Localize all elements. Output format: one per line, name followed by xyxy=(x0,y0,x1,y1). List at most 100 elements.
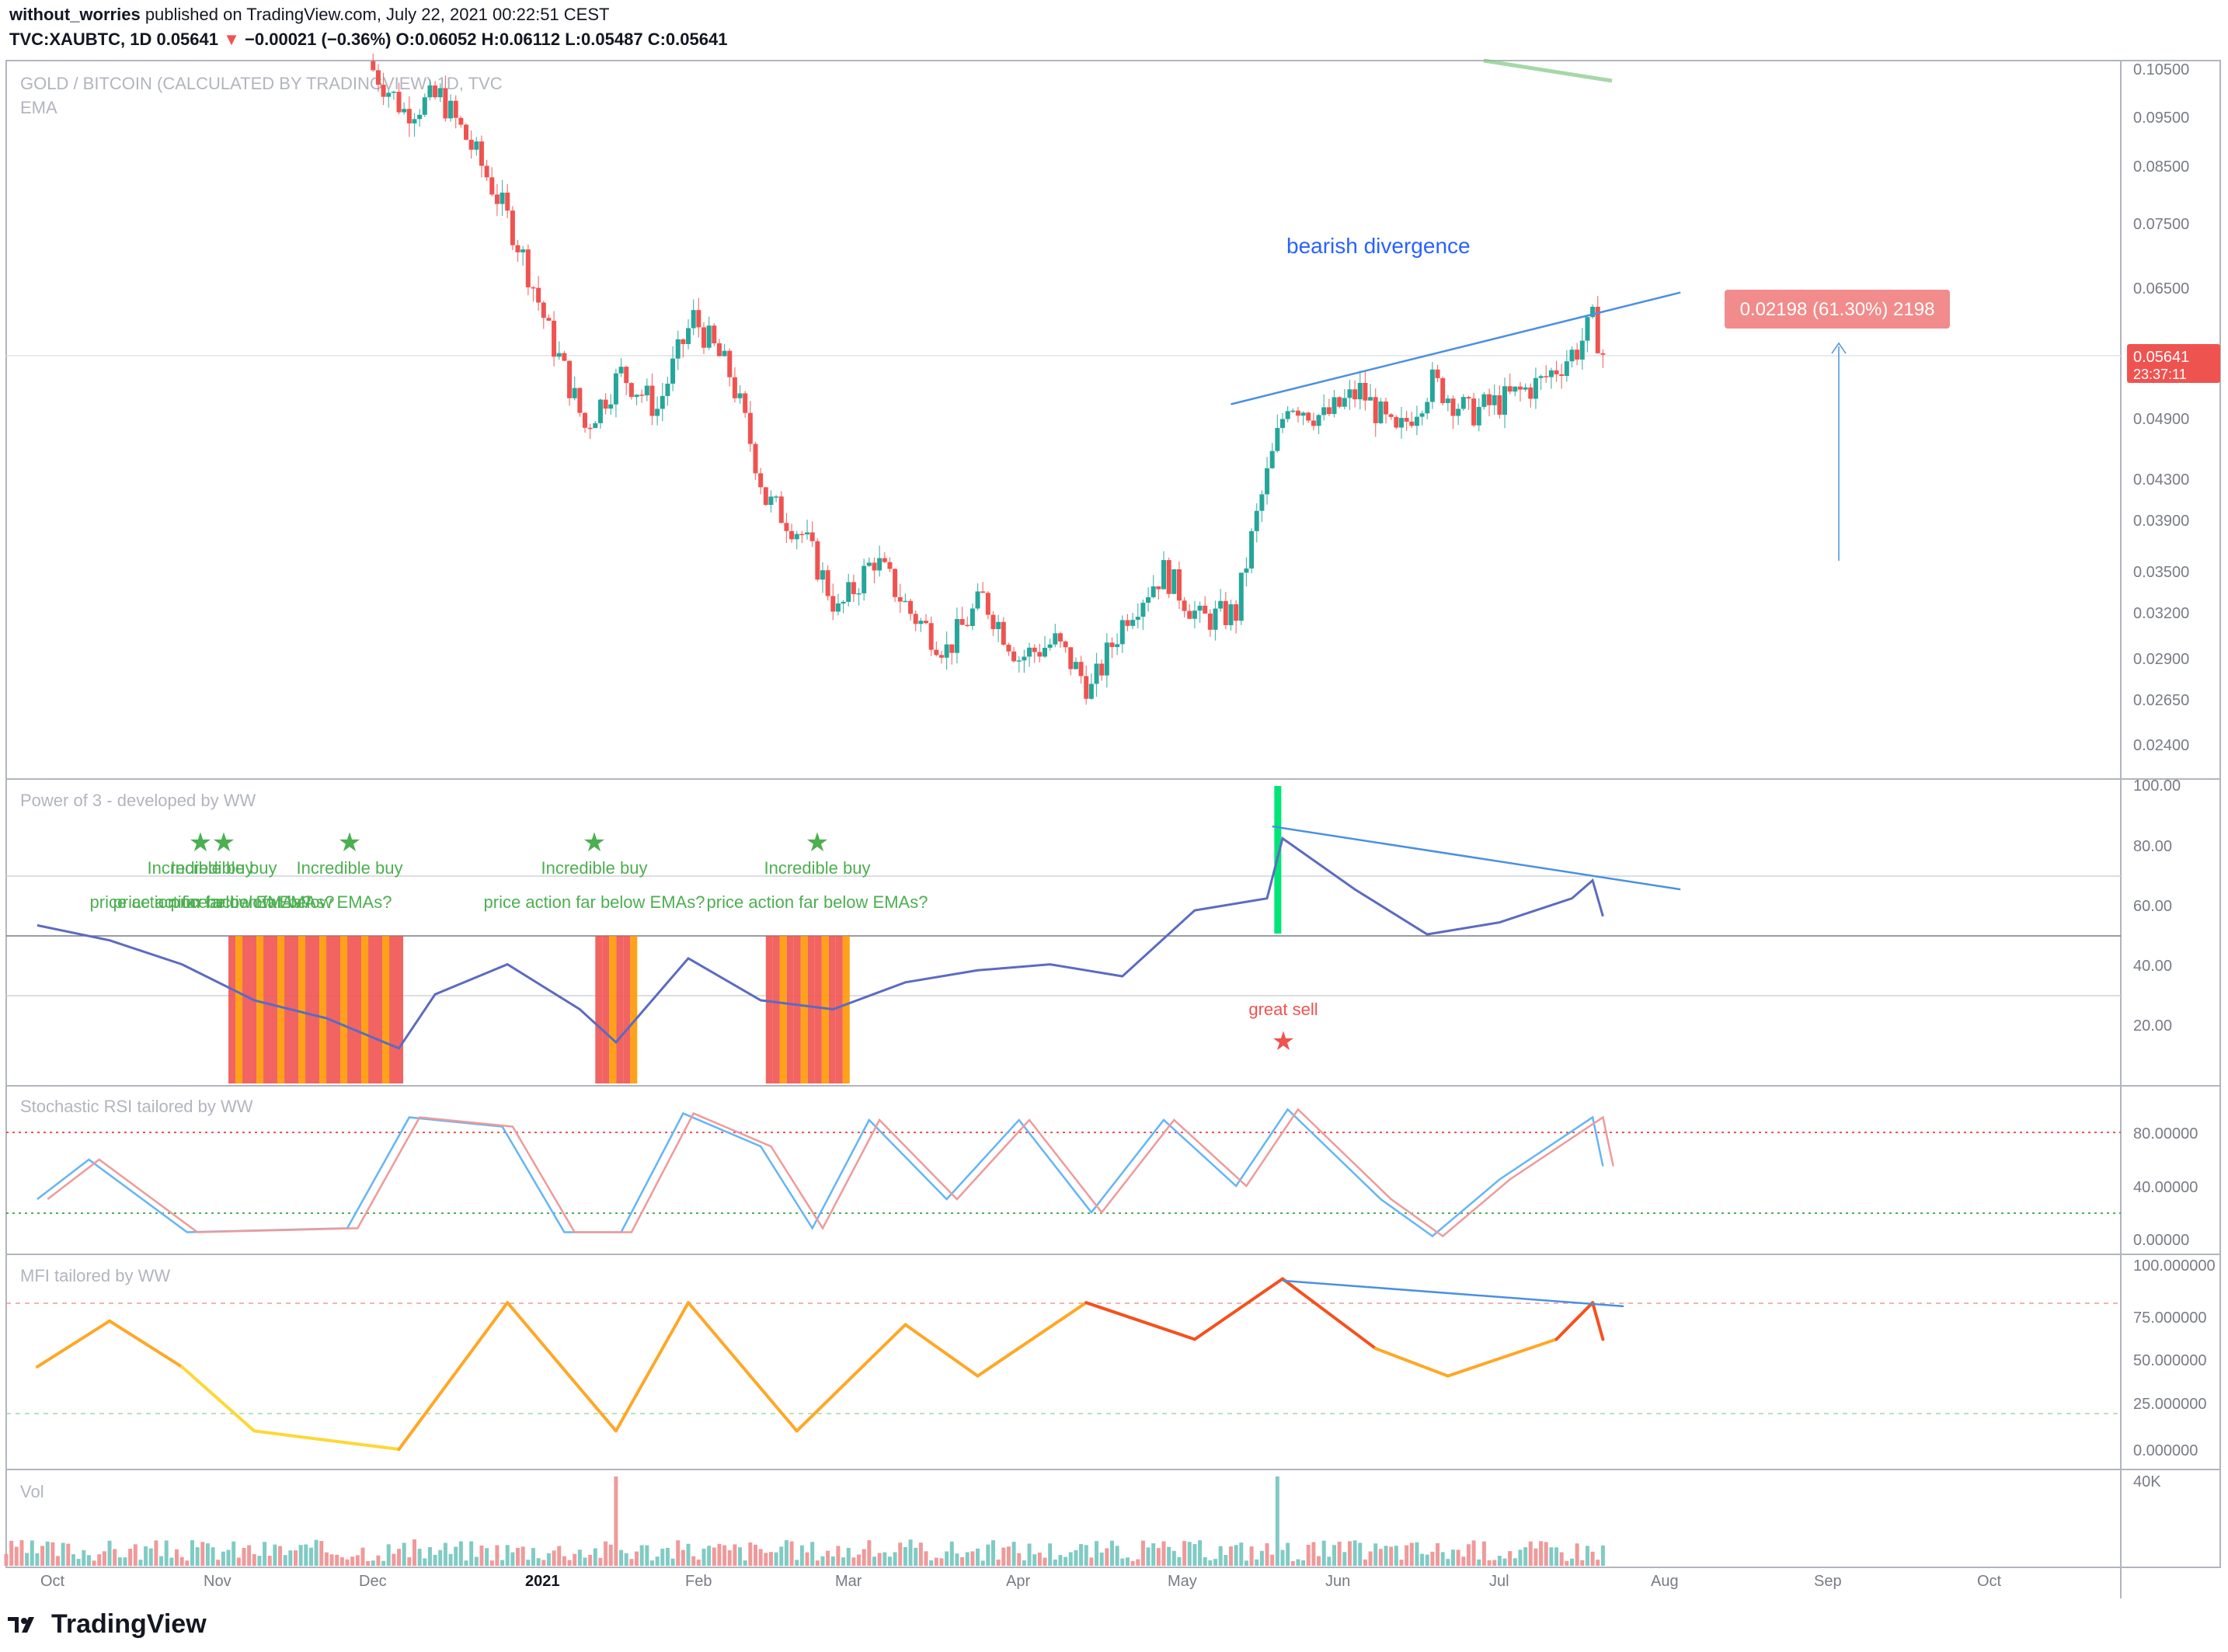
volume-bar xyxy=(748,1542,753,1566)
x-tick: Apr xyxy=(1006,1573,1030,1590)
star-icon: ★ xyxy=(583,828,606,857)
volume-bar xyxy=(474,1556,479,1566)
volume-bar xyxy=(805,1552,809,1566)
volume-bar xyxy=(1032,1554,1037,1566)
volume-bar xyxy=(1311,1542,1316,1566)
power-y-axis[interactable]: 100.00 80.00 60.00 40.00 20.00 xyxy=(2133,777,2181,1035)
candle-body xyxy=(437,88,443,98)
volume-bar xyxy=(924,1551,928,1566)
candle-body xyxy=(1352,389,1358,400)
candle-body xyxy=(520,249,526,252)
volume-bar xyxy=(1048,1543,1053,1566)
volume-bar xyxy=(660,1549,665,1566)
volume-bar xyxy=(1363,1559,1367,1566)
volume-bar xyxy=(154,1540,158,1566)
volume-bar xyxy=(743,1560,747,1566)
last-price: 0.05641 xyxy=(156,30,218,49)
candle-body xyxy=(587,427,593,430)
volume-bar xyxy=(810,1542,815,1566)
candle-body xyxy=(1425,402,1430,414)
volume-bar xyxy=(614,1476,618,1566)
candle-body xyxy=(872,562,877,571)
volume-bar xyxy=(1192,1544,1197,1566)
volume-bar xyxy=(56,1556,61,1566)
candle-body xyxy=(706,325,712,348)
candle-body xyxy=(1460,397,1466,409)
volume-bar xyxy=(758,1549,763,1566)
candle-body xyxy=(758,473,764,488)
stoch-lines xyxy=(37,1108,1614,1238)
main-y-axis[interactable]: 0.10500 0.09500 0.08500 0.07500 0.06500 … xyxy=(2133,61,2189,754)
volume-bar xyxy=(1430,1551,1435,1566)
volume-bar xyxy=(1079,1544,1084,1566)
candle-body xyxy=(505,193,510,211)
candle-body xyxy=(1544,376,1549,377)
volume-bar xyxy=(1518,1549,1523,1566)
candle-body xyxy=(489,177,495,195)
volume-bar xyxy=(102,1551,106,1566)
volume-bar xyxy=(1539,1541,1544,1566)
candle-body xyxy=(597,399,603,423)
candle-body xyxy=(965,624,970,627)
stoch-k-line xyxy=(37,1108,1604,1238)
signal-band xyxy=(396,936,404,1083)
signal-band xyxy=(786,936,794,1083)
stoch-d-line xyxy=(47,1108,1614,1238)
signal-band xyxy=(382,936,390,1083)
volume-bar xyxy=(263,1542,267,1566)
volume-bar xyxy=(1301,1560,1306,1566)
volume-bar xyxy=(1006,1546,1011,1566)
buy-label: Incredible buy xyxy=(148,858,254,878)
vol-y-axis[interactable]: 40K xyxy=(2133,1473,2161,1490)
candle-body xyxy=(500,193,505,204)
candle-body xyxy=(768,496,774,506)
x-axis[interactable]: Oct Nov Dec 2021 Feb Mar Apr May Jun Jul… xyxy=(40,1573,2002,1590)
volume-bar xyxy=(635,1551,639,1566)
volume-bar xyxy=(242,1547,246,1566)
candle-body xyxy=(1275,428,1280,451)
ema-label: EMA xyxy=(20,98,57,117)
volume-bar xyxy=(61,1542,65,1566)
candle-body xyxy=(422,97,427,115)
candle-body xyxy=(737,393,743,398)
volume-bar xyxy=(639,1545,644,1566)
candle-body xyxy=(1197,605,1203,611)
volume-bar xyxy=(727,1550,732,1566)
y-tick: 0.02400 xyxy=(2133,737,2189,754)
volume-bar xyxy=(1585,1546,1589,1566)
volume-bar xyxy=(918,1542,923,1566)
candle-body xyxy=(546,318,552,321)
candle-body xyxy=(1228,604,1234,625)
volume-bar xyxy=(252,1553,256,1566)
volume-bar xyxy=(1053,1559,1057,1566)
volume-bar xyxy=(371,1560,375,1566)
volume-bar xyxy=(1405,1545,1409,1566)
candle-body xyxy=(820,570,825,580)
measure-box xyxy=(1725,290,1950,329)
candle-body xyxy=(1600,353,1606,355)
mfi-segment xyxy=(1373,1347,1450,1378)
candle-body xyxy=(856,593,862,595)
volume-bar xyxy=(665,1547,670,1566)
volume-bar xyxy=(4,1553,9,1566)
candle-body xyxy=(1099,663,1105,676)
volume-bar xyxy=(1415,1542,1419,1566)
volume-bar xyxy=(1218,1546,1223,1566)
candle-body xyxy=(1497,395,1502,415)
candle-body xyxy=(1569,350,1575,362)
volume-bar xyxy=(593,1548,597,1566)
volume-bar xyxy=(247,1545,252,1566)
tradingview-brand[interactable]: TradingView xyxy=(8,1609,207,1640)
stoch-pane-title: Stochastic RSI tailored by WW xyxy=(20,1097,253,1116)
mfi-y-axis[interactable]: 100.000000 75.000000 50.000000 25.000000… xyxy=(2133,1257,2216,1459)
volume-bar xyxy=(945,1551,949,1566)
volume-bar xyxy=(257,1556,262,1566)
stoch-y-axis[interactable]: 80.00000 40.00000 0.00000 xyxy=(2133,1125,2198,1249)
author-name[interactable]: without_worries xyxy=(9,5,141,24)
volume-bar xyxy=(1187,1542,1192,1566)
volume-bar xyxy=(314,1539,319,1566)
volume-bar xyxy=(541,1560,546,1566)
x-tick: 2021 xyxy=(525,1573,560,1590)
candle-body xyxy=(903,600,908,603)
